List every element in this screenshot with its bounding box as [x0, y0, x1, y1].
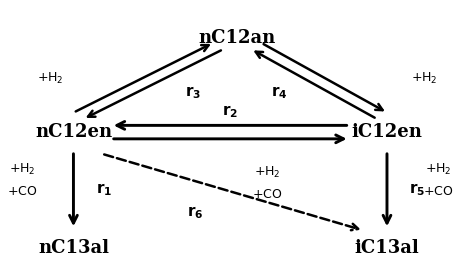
Text: $+\mathrm{H_2}$: $+\mathrm{H_2}$ — [425, 162, 452, 177]
Text: iC12en: iC12en — [352, 123, 422, 141]
Text: iC13al: iC13al — [355, 239, 419, 257]
Text: $+\mathrm{CO}$: $+\mathrm{CO}$ — [7, 185, 37, 198]
Text: nC12an: nC12an — [199, 29, 276, 47]
Text: $+\mathrm{H_2}$: $+\mathrm{H_2}$ — [9, 162, 35, 177]
Text: nC12en: nC12en — [35, 123, 112, 141]
Text: $+\mathrm{H_2}$: $+\mathrm{H_2}$ — [255, 165, 281, 180]
Text: nC13al: nC13al — [38, 239, 109, 257]
Text: $+\mathrm{H_2}$: $+\mathrm{H_2}$ — [37, 71, 64, 86]
Text: $\mathbf{r_2}$: $\mathbf{r_2}$ — [222, 104, 238, 120]
Text: $\mathbf{r_3}$: $\mathbf{r_3}$ — [185, 85, 201, 101]
Text: $+\mathrm{H_2}$: $+\mathrm{H_2}$ — [411, 71, 438, 86]
Text: $+\mathrm{CO}$: $+\mathrm{CO}$ — [423, 185, 454, 198]
Text: $+\mathrm{CO}$: $+\mathrm{CO}$ — [253, 188, 283, 200]
Text: $\mathbf{r_4}$: $\mathbf{r_4}$ — [271, 85, 288, 101]
Text: $\mathbf{r_5}$: $\mathbf{r_5}$ — [409, 182, 426, 198]
Text: $\mathbf{r_1}$: $\mathbf{r_1}$ — [96, 182, 112, 198]
Text: $\mathbf{r_6}$: $\mathbf{r_6}$ — [187, 205, 203, 221]
